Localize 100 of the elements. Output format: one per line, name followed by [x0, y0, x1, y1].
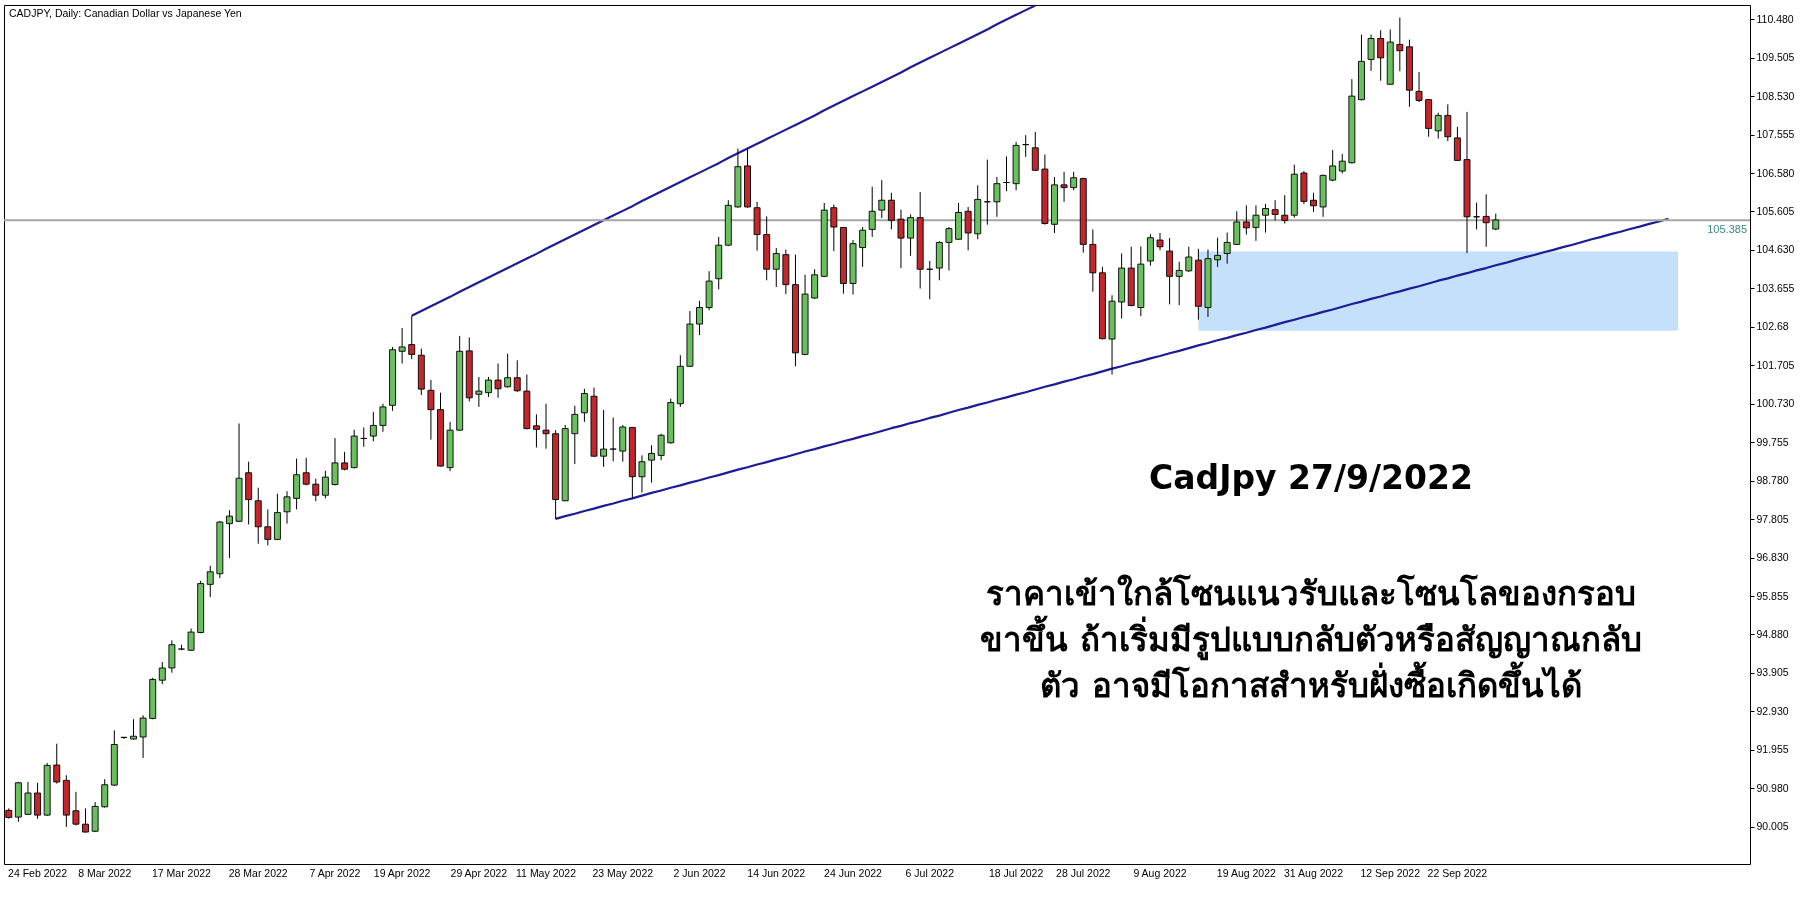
candlestick: [494, 363, 502, 399]
y-tick-label: 102.68: [1756, 320, 1789, 333]
candlestick: [1367, 34, 1375, 72]
candlestick: [369, 411, 377, 442]
candlestick: [158, 661, 166, 685]
candlestick: [580, 388, 588, 423]
candlestick: [1329, 149, 1337, 182]
candlestick: [1271, 199, 1279, 221]
candlestick: [1233, 210, 1241, 246]
x-tick-label: 9 Aug 2022: [1133, 866, 1187, 879]
candlestick: [34, 782, 42, 820]
candlestick: [293, 458, 301, 510]
candlestick: [830, 204, 838, 252]
candlestick: [1377, 29, 1385, 82]
candlestick: [331, 437, 339, 486]
y-tick-label: 104.630: [1756, 243, 1795, 256]
candlestick: [907, 213, 915, 257]
candlestick: [1185, 246, 1193, 273]
y-tick-label: 109.505: [1756, 51, 1795, 64]
candlestick: [101, 778, 109, 809]
candlestick: [513, 359, 521, 393]
x-tick-label: 24 Jun 2022: [824, 866, 883, 879]
y-tick-label: 108.530: [1756, 89, 1795, 102]
y-tick-label: 103.655: [1756, 281, 1795, 294]
y-tick-label: 110.480: [1756, 12, 1794, 25]
candlestick: [1482, 193, 1490, 248]
x-tick-label: 12 Sep 2022: [1360, 866, 1421, 879]
candlestick: [1415, 71, 1423, 103]
candlestick: [1214, 237, 1222, 268]
y-tick-label: 101.705: [1756, 358, 1795, 371]
candlestick: [427, 379, 435, 441]
line-series: [554, 217, 1670, 520]
candlestick: [1444, 103, 1452, 142]
candlestick: [1453, 126, 1461, 162]
candlestick: [811, 268, 819, 300]
y-tick-label: 99.755: [1756, 435, 1789, 448]
x-tick-label: 19 Apr 2022: [373, 866, 431, 879]
candlestick: [600, 409, 608, 468]
y-tick-label: 94.880: [1756, 627, 1789, 640]
x-tick-label: 7 Apr 2022: [309, 866, 361, 879]
candlestick: [226, 509, 233, 559]
candlestick: [53, 743, 61, 785]
y-tick-label: 95.855: [1756, 589, 1789, 602]
candlestick: [887, 192, 895, 230]
candlestick: [696, 300, 703, 336]
y-tick-label: 96.830: [1756, 551, 1789, 564]
candlestick: [312, 478, 320, 502]
x-tick-label: 29 Apr 2022: [450, 866, 508, 879]
candlestick: [1146, 233, 1154, 267]
annotation: CadJpy 27/9/2022: [1149, 458, 1473, 497]
x-tick-label: 14 Jun 2022: [747, 866, 806, 879]
y-tick-label: 98.780: [1756, 474, 1789, 487]
y-tick-label: 92.930: [1756, 704, 1789, 717]
candlestick: [945, 226, 953, 271]
candlestick: [878, 179, 886, 219]
candlestick: [1262, 203, 1269, 234]
candlestick: [571, 405, 579, 465]
candlestick: [657, 433, 665, 461]
x-tick-label: 31 Aug 2022: [1284, 866, 1344, 879]
candlestick: [408, 315, 416, 360]
candlestick: [1310, 192, 1317, 213]
candlestick: [264, 508, 272, 546]
chart-title: CADJPY, Daily: Canadian Dollar vs Japanese Yen: [9, 7, 242, 19]
candlestick: [475, 376, 483, 408]
y-tick-label: 106.580: [1756, 166, 1795, 179]
x-tick-label: 23 May 2022: [592, 866, 654, 879]
candlestick: [1338, 153, 1346, 174]
x-tick-label: 11 May 2022: [516, 866, 577, 879]
candlestick: [72, 791, 80, 826]
candlestick: [1060, 171, 1068, 203]
y-tick-label: 91.955: [1756, 743, 1789, 756]
candlestick: [964, 206, 972, 251]
candlestick: [859, 226, 867, 268]
candlestick: [82, 807, 89, 833]
x-tick-label: 6 Jul 2022: [905, 866, 955, 879]
ref-line-label: 105.385: [1707, 223, 1747, 236]
candlestick: [1396, 17, 1404, 72]
candlestick: [1223, 232, 1231, 265]
annotation: ราคาเข้าใกล้โซนแนวรับและโซนโลของกรอบ ขาขึ้น ถ้าเริ่มมีรูปแบบกลับตัวหรือสัญญาณกลับ ตัว อาจมีโอกาสสำหรับฝั่งซื้อเกิดขึ้นได้: [980, 574, 1642, 705]
candlestick: [1031, 131, 1039, 172]
x-tick-label: 8 Mar 2022: [78, 866, 132, 879]
candlestick: [130, 718, 137, 741]
candlestick: [648, 444, 655, 484]
candlestick: [168, 639, 176, 674]
x-tick-label: 22 Sep 2022: [1427, 866, 1488, 879]
candlestick: [379, 403, 387, 433]
candlestick: [1242, 204, 1250, 236]
candlestick: [321, 470, 329, 499]
x-tick-label: 28 Jul 2022: [1056, 866, 1111, 879]
candlestick: [609, 417, 617, 462]
y-tick-label: 97.805: [1756, 512, 1789, 525]
y-tick-label: 90.980: [1756, 781, 1789, 794]
candlestick: [398, 327, 406, 365]
y-tick-label: 90.005: [1756, 820, 1789, 833]
candlestick: [485, 376, 492, 398]
candlestick: [532, 413, 540, 449]
candlestick: [24, 781, 32, 816]
candlestick: [206, 565, 214, 598]
x-tick-label: 17 Mar 2022: [151, 866, 212, 879]
y-tick-label: 107.555: [1756, 128, 1795, 141]
